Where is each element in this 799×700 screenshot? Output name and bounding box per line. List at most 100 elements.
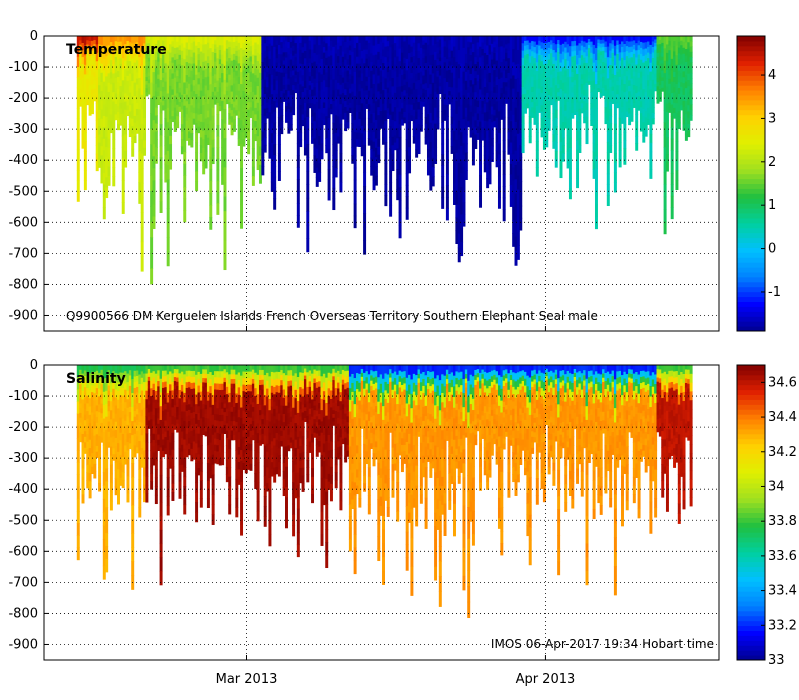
heatmap-cell bbox=[88, 423, 92, 432]
heatmap-cell bbox=[180, 365, 184, 373]
heatmap-cell bbox=[254, 68, 258, 76]
heatmap-cell bbox=[197, 120, 201, 128]
heatmap-cell bbox=[128, 406, 132, 413]
heatmap-cell bbox=[637, 77, 641, 83]
heatmap-cell bbox=[339, 172, 343, 183]
heatmap-cell bbox=[573, 40, 577, 47]
heatmap-cell bbox=[126, 467, 130, 477]
heatmap-cell bbox=[602, 54, 606, 59]
heatmap-cell bbox=[140, 371, 144, 379]
heatmap-cell bbox=[649, 44, 653, 55]
heatmap-cell bbox=[315, 158, 319, 169]
heatmap-cell bbox=[327, 36, 331, 47]
heatmap-cell bbox=[124, 68, 128, 78]
heatmap-cell bbox=[270, 94, 274, 105]
heatmap-cell bbox=[185, 81, 189, 89]
heatmap-cell bbox=[240, 48, 244, 61]
heatmap-cell bbox=[358, 118, 362, 127]
heatmap-cell bbox=[500, 67, 504, 73]
heatmap-cell bbox=[180, 109, 184, 118]
heatmap-cell bbox=[273, 36, 277, 48]
heatmap-cell bbox=[114, 429, 118, 439]
heatmap-cell bbox=[221, 63, 225, 74]
heatmap-cell bbox=[509, 121, 513, 133]
heatmap-cell bbox=[221, 165, 225, 176]
heatmap-cell bbox=[507, 80, 511, 89]
heatmap-cell bbox=[150, 427, 154, 436]
heatmap-cell bbox=[405, 81, 409, 94]
heatmap-cell bbox=[204, 69, 208, 78]
heatmap-cell bbox=[524, 45, 527, 51]
heatmap-cell bbox=[568, 107, 572, 118]
heatmap-cell bbox=[568, 147, 572, 159]
heatmap-cell bbox=[313, 53, 317, 63]
heatmap-cell bbox=[654, 42, 658, 47]
heatmap-cell bbox=[159, 365, 163, 380]
heatmap-cell bbox=[145, 77, 149, 82]
heatmap-cell bbox=[587, 57, 591, 61]
heatmap-cell bbox=[240, 216, 244, 229]
heatmap-cell bbox=[325, 94, 329, 103]
heatmap-cell bbox=[161, 405, 165, 412]
heatmap-cell bbox=[443, 36, 447, 42]
heatmap-cell bbox=[623, 116, 627, 125]
heatmap-cell bbox=[86, 100, 90, 106]
heatmap-cell bbox=[389, 193, 393, 206]
heatmap-cell bbox=[270, 74, 274, 86]
heatmap-cell bbox=[150, 252, 154, 269]
heatmap-cell bbox=[216, 36, 220, 48]
heatmap-cell bbox=[351, 43, 355, 53]
heatmap-cell bbox=[471, 116, 475, 126]
heatmap-cell bbox=[79, 369, 83, 376]
heatmap-cell bbox=[173, 59, 177, 67]
heatmap-cell bbox=[580, 45, 584, 51]
heatmap-cell bbox=[680, 91, 684, 97]
heatmap-cell bbox=[377, 51, 381, 61]
heatmap-cell bbox=[462, 214, 466, 227]
heatmap-cell bbox=[618, 158, 622, 168]
heatmap-cell bbox=[526, 49, 530, 55]
heatmap-cell bbox=[131, 561, 135, 576]
heatmap-cell bbox=[223, 138, 227, 154]
heatmap-cell bbox=[632, 62, 636, 68]
heatmap-cell bbox=[651, 74, 655, 81]
heatmap-cell bbox=[145, 467, 149, 477]
heatmap-cell bbox=[161, 450, 165, 458]
heatmap-cell bbox=[391, 103, 395, 113]
heatmap-cell bbox=[140, 168, 144, 184]
heatmap-cell bbox=[88, 431, 92, 441]
heatmap-cell bbox=[105, 116, 109, 128]
heatmap-cell bbox=[301, 97, 305, 104]
heatmap-cell bbox=[580, 36, 584, 42]
heatmap-cell bbox=[128, 401, 132, 408]
heatmap-cell bbox=[109, 491, 113, 502]
heatmap-cell bbox=[483, 36, 487, 45]
heatmap-cell bbox=[315, 111, 319, 122]
heatmap-cell bbox=[639, 71, 643, 79]
heatmap-cell bbox=[611, 40, 615, 45]
heatmap-cell bbox=[237, 138, 241, 146]
heatmap-cell bbox=[169, 390, 173, 398]
heatmap-cell bbox=[424, 110, 428, 118]
heatmap-cell bbox=[237, 90, 241, 99]
heatmap-cell bbox=[417, 146, 421, 155]
heatmap-cell bbox=[81, 64, 85, 72]
heatmap-cell bbox=[143, 365, 147, 375]
heatmap-cell bbox=[613, 113, 617, 125]
heatmap-cell bbox=[512, 206, 516, 221]
heatmap-cell bbox=[670, 93, 674, 105]
heatmap-cell bbox=[412, 89, 416, 97]
heatmap-cell bbox=[419, 59, 423, 67]
heatmap-cell bbox=[197, 48, 201, 55]
heatmap-cell bbox=[315, 120, 319, 131]
heatmap-cell bbox=[154, 91, 158, 101]
heatmap-cell bbox=[590, 108, 594, 115]
heatmap-cell bbox=[651, 112, 655, 119]
heatmap-cell bbox=[606, 99, 610, 111]
heatmap-cell bbox=[580, 108, 584, 114]
heatmap-cell bbox=[623, 60, 627, 69]
heatmap-cell bbox=[214, 99, 217, 105]
heatmap-cell bbox=[464, 44, 468, 55]
heatmap-cell bbox=[81, 494, 85, 504]
heatmap-cell bbox=[329, 50, 333, 56]
